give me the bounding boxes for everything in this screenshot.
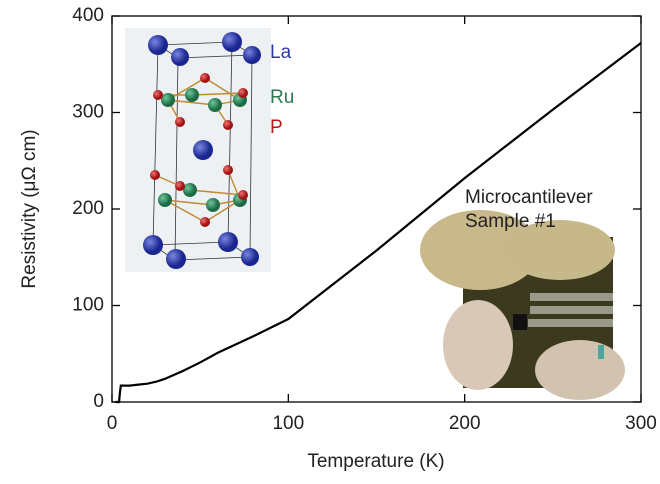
- data-line: [115, 42, 642, 404]
- y-tick-label: 400: [72, 5, 104, 26]
- x-tick-label: 0: [107, 413, 118, 434]
- x-axis-label: Temperature (K): [307, 451, 444, 472]
- x-tick-label: 200: [449, 413, 481, 434]
- y-tick-label: 100: [72, 295, 104, 316]
- y-tick-label: 300: [72, 102, 104, 123]
- photo-caption: Sample #1: [465, 211, 556, 232]
- crystal-label: La: [270, 42, 292, 63]
- y-tick-label: 0: [93, 391, 104, 412]
- photo-caption: Microcantilever: [465, 187, 593, 208]
- crystal-label: Ru: [270, 87, 294, 108]
- y-axis-label: Resistivity (μΩ cm): [19, 129, 40, 288]
- x-tick-label: 100: [272, 413, 304, 434]
- x-tick-label: 300: [625, 413, 657, 434]
- y-tick-label: 200: [72, 198, 104, 219]
- crystal-label: P: [270, 117, 283, 138]
- photo-inset: [420, 210, 625, 400]
- crystal-inset: [125, 28, 271, 272]
